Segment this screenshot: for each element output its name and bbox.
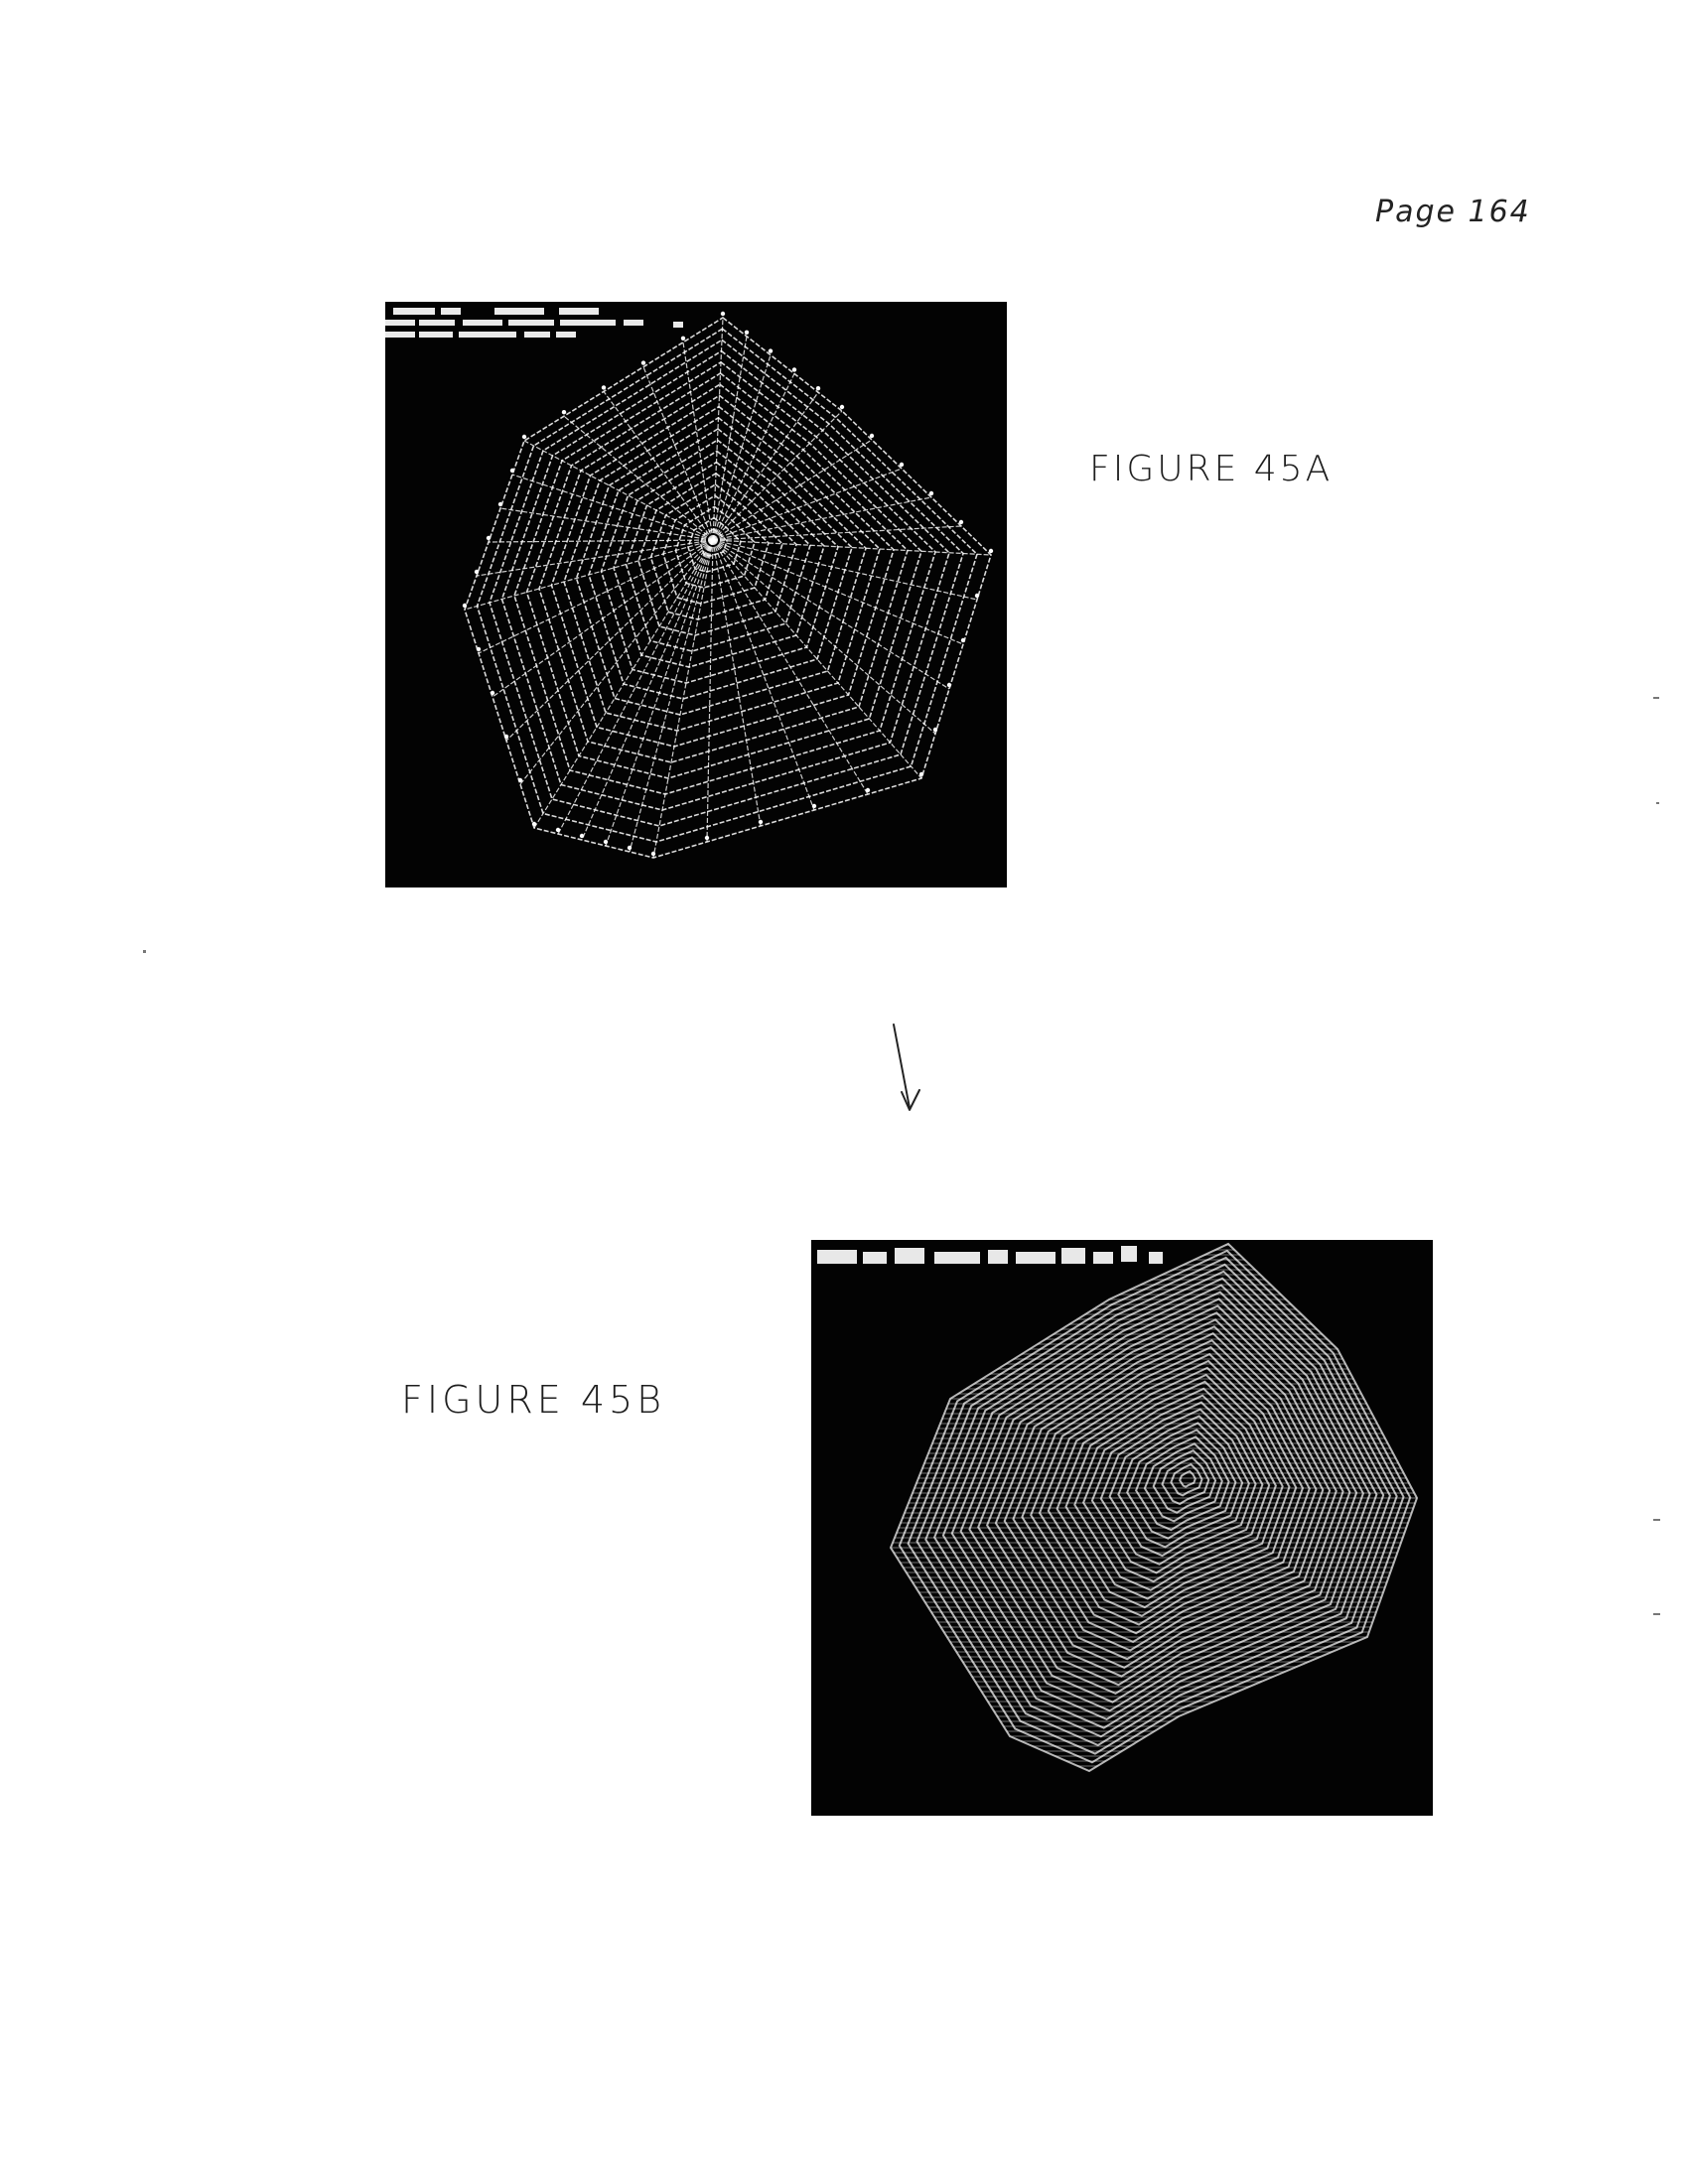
figure-45b-caption: FIGURE 45B [401, 1378, 666, 1422]
figure-45a-image [385, 302, 1007, 887]
down-arrow-icon [893, 1024, 920, 1111]
figure-45b-image [811, 1240, 1433, 1816]
page-number: Page 164 [1375, 195, 1531, 229]
figure-45a-caption: FIGURE 45A [1089, 449, 1334, 489]
